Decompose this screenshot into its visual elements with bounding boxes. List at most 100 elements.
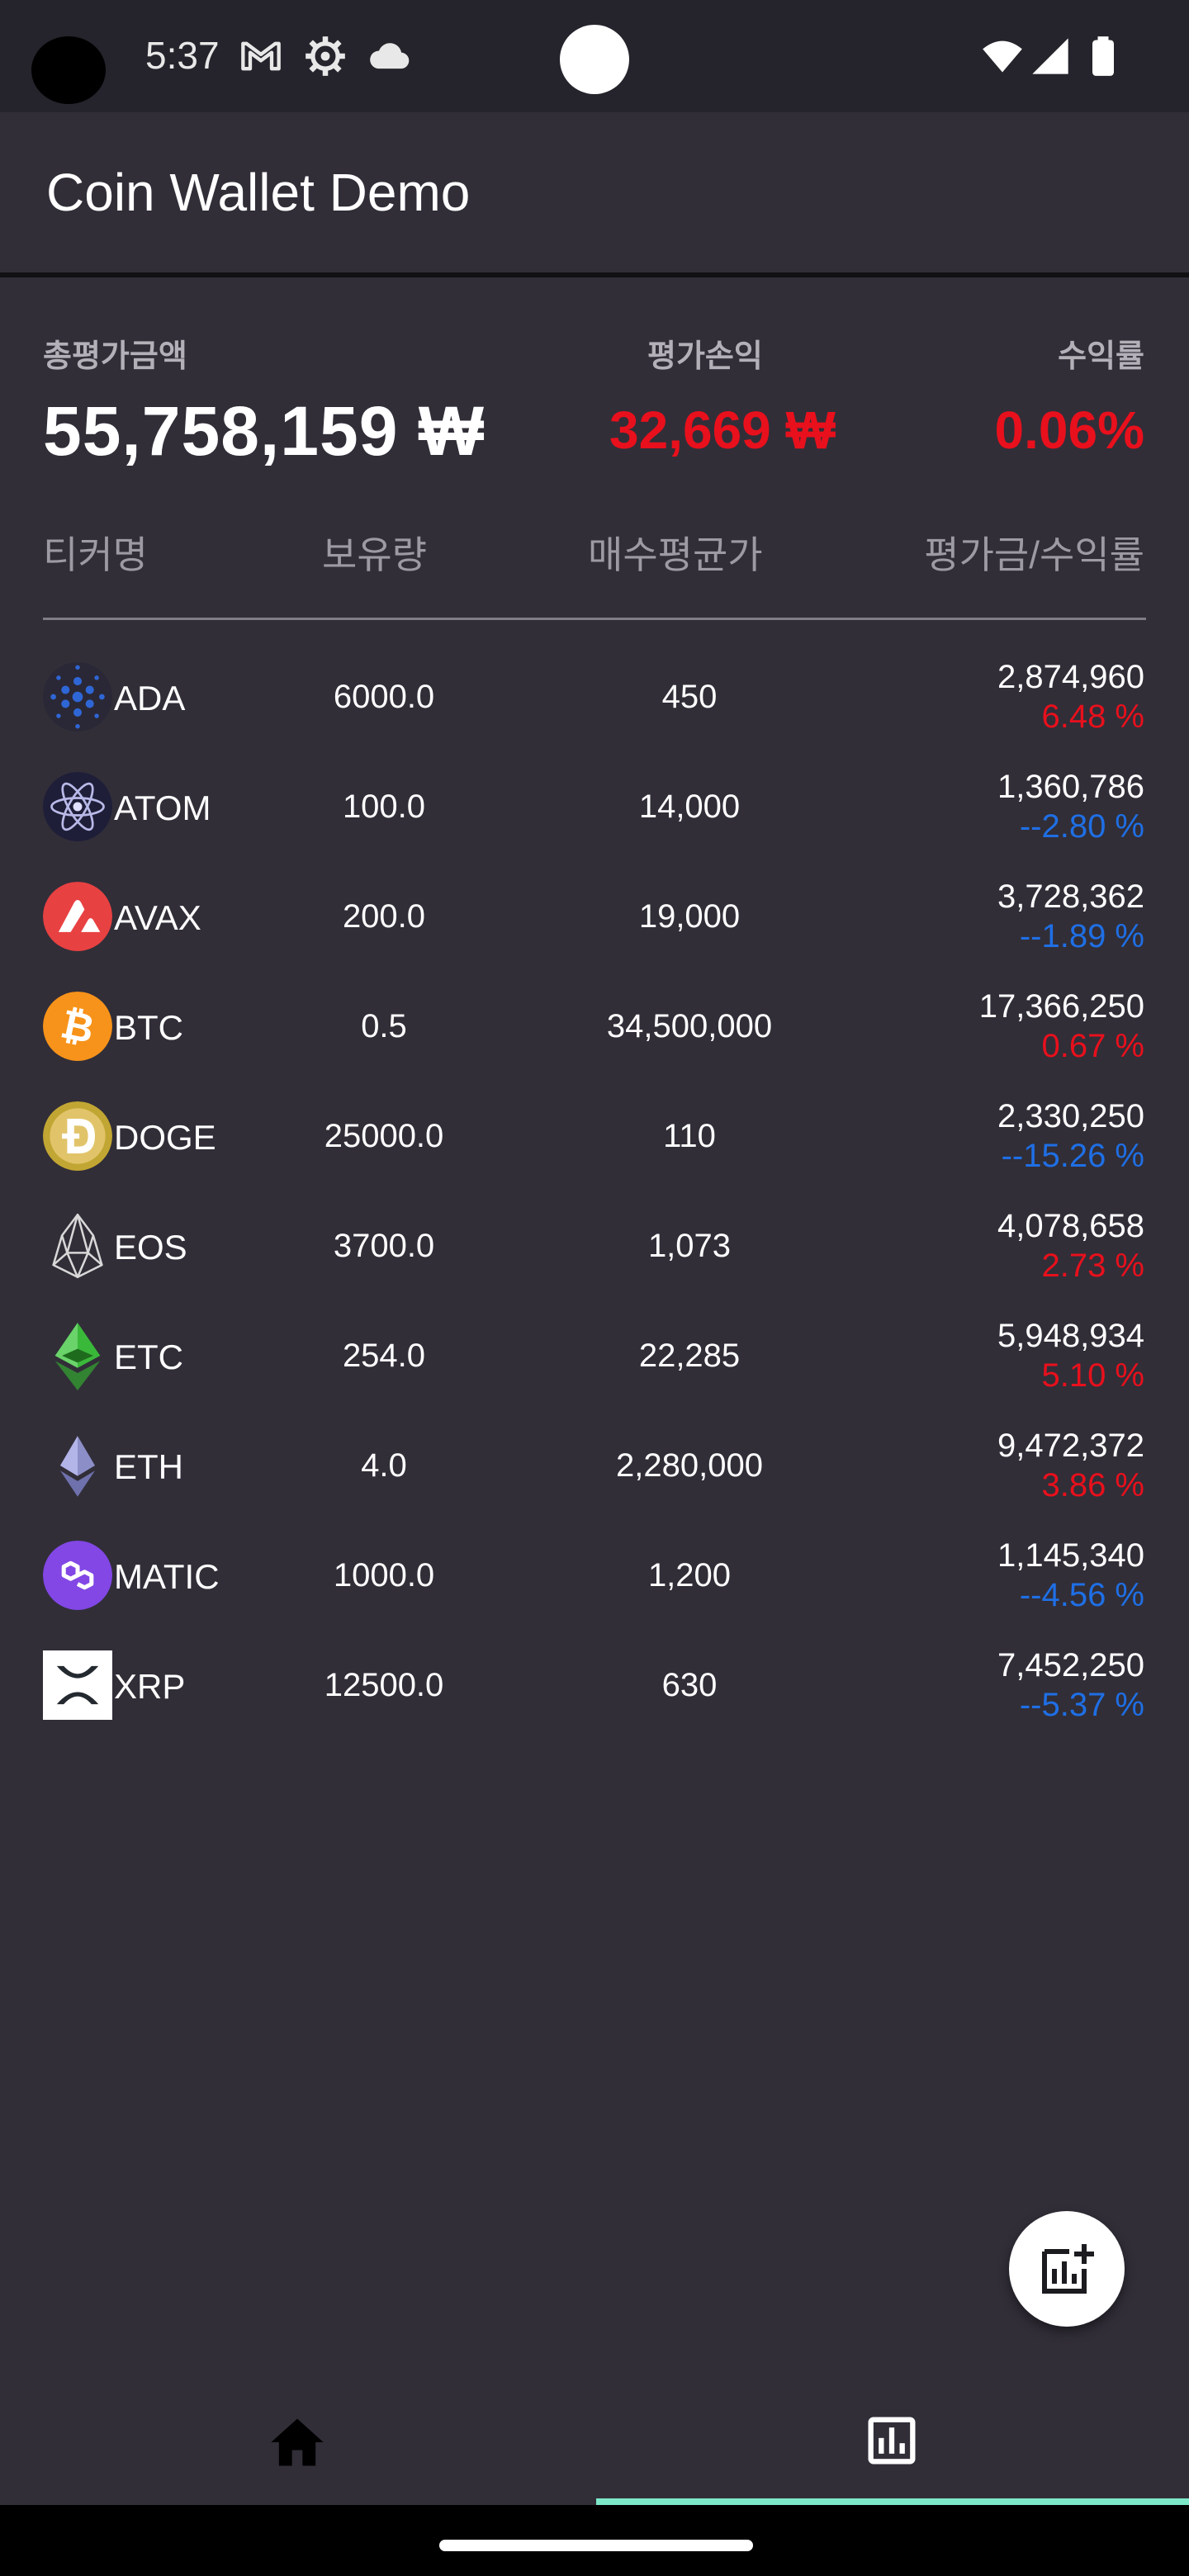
nav-home-tab[interactable] — [0, 2378, 594, 2510]
coin-row-doge[interactable]: DOGE 25000.0 110 2,330,250 --15.26 % — [0, 1083, 1189, 1194]
app-bar-divider — [0, 272, 1189, 277]
quantity: 4.0 — [361, 1447, 407, 1484]
rate-value: 0.06% — [994, 400, 1144, 460]
ticker: ETH — [114, 1447, 183, 1486]
eval-amount: 9,472,372 — [997, 1428, 1144, 1464]
xrp-icon — [43, 1650, 112, 1720]
ethereum-icon — [60, 1436, 95, 1497]
nav-chart-tab[interactable] — [594, 2378, 1189, 2510]
coin-row-ada[interactable]: ADA 6000.0 450 2,874,960 6.48 % — [0, 644, 1189, 755]
return-rate: 3.86 % — [1041, 1467, 1144, 1503]
polygon-icon — [43, 1541, 112, 1610]
eval-amount: 17,366,250 — [978, 988, 1144, 1025]
selected-tab-indicator — [596, 2498, 1189, 2505]
eval-amount: 5,948,934 — [997, 1318, 1144, 1354]
coin-row-avax[interactable]: AVAX 200.0 19,000 3,728,362 --1.89 % — [0, 864, 1189, 974]
signal-icon — [1032, 38, 1068, 74]
average-price: 22,285 — [638, 1338, 741, 1374]
quantity: 12500.0 — [324, 1667, 444, 1703]
return-rate: 5.10 % — [1041, 1357, 1144, 1394]
column-ticker: 티커명 — [43, 533, 148, 576]
quantity: 1000.0 — [333, 1557, 435, 1593]
wifi-icon — [983, 40, 1022, 73]
average-price: 450 — [661, 679, 718, 715]
camera-cutout — [31, 36, 106, 104]
settings-gear-icon — [306, 36, 345, 76]
average-price: 2,280,000 — [616, 1447, 763, 1484]
ticker: ATOM — [114, 788, 211, 827]
eval-amount: 1,360,786 — [997, 769, 1144, 805]
header-divider — [43, 618, 1146, 620]
quantity: 0.5 — [361, 1008, 407, 1044]
return-rate: --1.89 % — [1019, 918, 1144, 954]
pl-label: 평가손익 — [647, 339, 763, 374]
ticker: AVAX — [114, 898, 201, 937]
chart-icon — [868, 2417, 916, 2465]
column-qty: 보유량 — [322, 533, 427, 576]
ticker: ETC — [114, 1338, 183, 1376]
coin-row-xrp[interactable]: XRP 12500.0 630 7,452,250 --5.37 % — [0, 1632, 1189, 1743]
coin-row-etc[interactable]: ETC 254.0 22,285 5,948,934 5.10 % — [0, 1303, 1189, 1413]
average-price: 630 — [661, 1667, 718, 1703]
eval-amount: 7,452,250 — [997, 1647, 1144, 1683]
home-gesture-handle[interactable] — [439, 2540, 753, 2551]
rate-label: 수익률 — [1058, 339, 1144, 374]
bitcoin-icon: ₿ — [43, 992, 112, 1061]
return-rate: --4.56 % — [1019, 1577, 1144, 1613]
battery-icon — [1092, 36, 1114, 76]
app-bar: Coin Wallet Demo — [0, 112, 1189, 274]
eval-amount: 2,874,960 — [997, 659, 1144, 695]
total-label: 총평가금액 — [43, 339, 187, 374]
eos-icon — [52, 1213, 103, 1279]
total-value: 55,758,159 ₩ — [43, 392, 486, 470]
gmail-icon — [241, 41, 281, 71]
average-price: 34,500,000 — [606, 1008, 773, 1044]
eval-amount: 2,330,250 — [997, 1098, 1144, 1134]
eval-amount: 1,145,340 — [997, 1537, 1144, 1574]
ticker: BTC — [114, 1008, 183, 1047]
eval-amount: 4,078,658 — [997, 1208, 1144, 1244]
home-icon — [271, 2418, 324, 2466]
average-price: 110 — [663, 1118, 716, 1154]
column-avg: 매수평균가 — [588, 533, 763, 576]
ticker: DOGE — [114, 1118, 216, 1157]
return-rate: --15.26 % — [1001, 1138, 1144, 1174]
status-bar: 5:37 — [0, 0, 1189, 112]
average-price: 1,073 — [647, 1228, 732, 1264]
cosmos-icon — [43, 772, 112, 841]
ethereum-classic-icon — [54, 1323, 101, 1390]
average-price: 14,000 — [638, 788, 741, 825]
return-rate: --2.80 % — [1019, 808, 1144, 845]
coin-row-btc[interactable]: ₿ BTC 0.5 34,500,000 17,366,250 0.67 % — [0, 973, 1189, 1084]
average-price: 1,200 — [647, 1557, 732, 1593]
return-rate: 6.48 % — [1041, 698, 1144, 735]
column-eval: 평가금/수익률 — [924, 533, 1144, 576]
ticker: ADA — [114, 679, 186, 717]
avalanche-icon — [43, 882, 112, 951]
return-rate: 0.67 % — [1041, 1028, 1144, 1064]
quantity: 6000.0 — [333, 679, 435, 715]
front-camera-dot — [560, 25, 629, 94]
quantity: 25000.0 — [324, 1118, 444, 1154]
ticker: MATIC — [114, 1557, 220, 1596]
cloud-icon — [370, 43, 410, 69]
coin-row-eth[interactable]: ETH 4.0 2,280,000 9,472,372 3.86 % — [0, 1413, 1189, 1523]
coin-row-atom[interactable]: ATOM 100.0 14,000 1,360,786 --2.80 % — [0, 754, 1189, 864]
bottom-navigation — [0, 2378, 1189, 2510]
coin-row-matic[interactable]: MATIC 1000.0 1,200 1,145,340 --4.56 % — [0, 1522, 1189, 1633]
status-time: 5:37 — [145, 34, 220, 77]
quantity: 254.0 — [342, 1338, 426, 1374]
ticker: EOS — [114, 1228, 187, 1267]
eval-amount: 3,728,362 — [997, 878, 1144, 915]
return-rate: --5.37 % — [1019, 1687, 1144, 1723]
quantity: 200.0 — [342, 898, 426, 935]
app-title: Coin Wallet Demo — [46, 163, 471, 222]
add-chart-icon — [1042, 2244, 1094, 2294]
pl-value: 32,669 ₩ — [609, 400, 836, 460]
coin-row-eos[interactable]: EOS 3700.0 1,073 4,078,658 2.73 % — [0, 1193, 1189, 1304]
add-coin-fab-button[interactable] — [1009, 2211, 1125, 2327]
dogecoin-icon — [43, 1101, 112, 1171]
cardano-icon — [43, 662, 112, 732]
quantity: 3700.0 — [333, 1228, 435, 1264]
return-rate: 2.73 % — [1041, 1248, 1144, 1284]
